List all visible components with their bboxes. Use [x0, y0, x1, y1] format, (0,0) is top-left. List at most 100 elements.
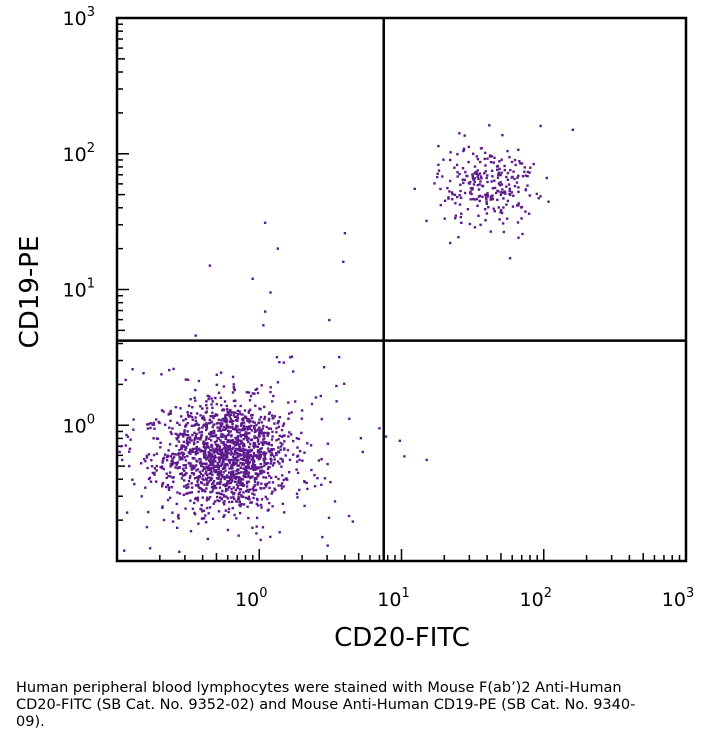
data-point	[125, 433, 128, 437]
data-point	[532, 162, 535, 166]
data-point	[316, 477, 319, 480]
data-point	[188, 415, 192, 418]
data-point	[178, 423, 181, 426]
data-point	[255, 502, 258, 506]
data-point	[313, 474, 316, 477]
data-point	[242, 462, 246, 466]
data-point	[282, 478, 285, 482]
data-point	[338, 355, 341, 359]
minor-ticks	[116, 23, 681, 562]
data-point	[244, 490, 248, 493]
data-point	[201, 496, 204, 499]
data-point	[269, 457, 272, 460]
data-point	[459, 215, 462, 219]
data-point	[217, 422, 220, 425]
data-point	[486, 194, 489, 197]
data-point	[227, 412, 231, 415]
data-point	[270, 448, 273, 452]
data-point	[492, 207, 495, 210]
data-point	[459, 196, 463, 200]
data-point	[145, 525, 149, 529]
data-point	[182, 452, 186, 455]
data-point	[239, 511, 242, 515]
data-point	[342, 260, 345, 263]
data-point	[485, 176, 488, 180]
data-point	[268, 450, 272, 454]
data-point	[228, 476, 231, 479]
data-point	[259, 428, 262, 432]
data-point	[236, 468, 239, 471]
data-point	[187, 483, 190, 486]
data-point	[215, 422, 219, 425]
data-point	[262, 443, 265, 446]
data-point	[193, 477, 197, 480]
data-point	[472, 152, 475, 155]
data-point	[284, 454, 287, 457]
data-point	[247, 462, 250, 465]
data-point	[186, 492, 189, 495]
data-point	[209, 476, 212, 479]
data-point	[244, 436, 247, 439]
data-point	[224, 451, 228, 455]
data-point	[207, 437, 211, 440]
data-point	[193, 437, 197, 440]
data-point	[231, 423, 234, 426]
data-point	[487, 206, 490, 209]
data-point	[245, 416, 248, 419]
data-point	[288, 458, 292, 461]
data-point	[251, 392, 254, 395]
data-point	[218, 459, 221, 462]
data-point	[256, 440, 260, 443]
data-point	[298, 450, 302, 453]
data-point	[328, 318, 331, 322]
data-point	[229, 426, 232, 429]
data-point	[215, 491, 218, 495]
data-point	[210, 446, 213, 449]
data-point	[230, 474, 233, 477]
data-point	[225, 418, 228, 422]
data-point	[254, 476, 257, 480]
data-point	[218, 452, 221, 456]
data-point	[236, 453, 239, 457]
data-point	[169, 475, 172, 478]
data-point	[471, 186, 474, 190]
data-point	[348, 417, 351, 420]
data-point	[185, 484, 188, 487]
data-point	[238, 481, 241, 485]
data-point	[118, 450, 121, 454]
data-point	[254, 404, 257, 407]
data-point	[206, 476, 210, 479]
data-point	[264, 463, 268, 466]
data-point	[217, 510, 221, 513]
data-point	[211, 406, 214, 410]
data-point	[266, 434, 269, 437]
flow-cytometry-dot-plot: 100 101 102 103 100 101 102 103 CD20-FITC CD19…	[15, 5, 694, 653]
data-point	[269, 386, 272, 389]
data-point	[223, 428, 226, 431]
data-point	[184, 459, 187, 462]
data-point	[140, 462, 143, 465]
data-point	[456, 153, 459, 156]
data-point	[472, 178, 475, 181]
data-point	[194, 434, 197, 438]
data-point	[476, 169, 479, 172]
data-points	[118, 124, 574, 553]
data-point	[248, 498, 251, 501]
data-point	[252, 463, 255, 466]
data-point	[207, 498, 210, 501]
data-point	[197, 428, 200, 431]
data-point	[454, 217, 457, 220]
data-point	[209, 455, 212, 458]
data-point	[234, 426, 238, 429]
data-point	[223, 503, 226, 506]
y-tick-label: 102	[63, 141, 95, 166]
data-point	[208, 495, 212, 499]
data-point	[506, 171, 510, 175]
data-point	[207, 455, 210, 458]
data-point	[206, 483, 209, 487]
data-point	[148, 547, 152, 550]
data-point	[490, 169, 494, 172]
data-point	[466, 208, 470, 211]
data-point	[265, 425, 268, 429]
data-point	[510, 191, 513, 194]
